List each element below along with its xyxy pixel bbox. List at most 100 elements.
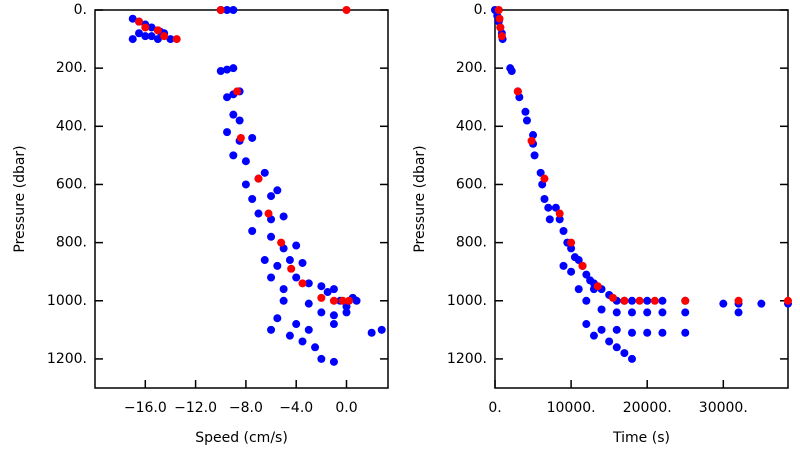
point (229, 151, 238, 160)
point (304, 299, 313, 308)
point (329, 296, 338, 305)
y-tick-label: 800. (456, 235, 487, 251)
point (567, 267, 576, 276)
point (574, 256, 583, 265)
point (304, 279, 313, 288)
point (643, 328, 652, 337)
point (329, 357, 338, 366)
point (292, 320, 301, 329)
point (298, 337, 307, 346)
point (273, 314, 282, 323)
point (317, 308, 326, 317)
point (681, 328, 690, 337)
point (329, 285, 338, 294)
point (236, 133, 245, 142)
y-tick-label: 200. (456, 60, 487, 76)
y-tick-label: 800. (56, 235, 87, 251)
point (513, 87, 522, 96)
point (285, 331, 294, 340)
y-tick-label: 1000. (47, 293, 87, 309)
point (153, 26, 162, 35)
point (216, 67, 225, 76)
x-tick-label: 30000. (699, 400, 748, 416)
point (681, 308, 690, 317)
point (597, 325, 606, 334)
point (578, 261, 587, 270)
plot-frame (494, 9, 789, 389)
point (496, 23, 505, 32)
point (643, 296, 652, 305)
point (166, 35, 175, 44)
point (658, 296, 667, 305)
point (605, 337, 614, 346)
point (285, 256, 294, 265)
point (544, 203, 553, 212)
point (784, 296, 792, 305)
point (128, 14, 137, 23)
point (589, 331, 598, 340)
point (311, 343, 320, 352)
point (658, 308, 667, 317)
point (627, 296, 636, 305)
point (527, 136, 536, 145)
point (627, 354, 636, 363)
point (292, 273, 301, 282)
point (495, 14, 504, 23)
point (260, 168, 269, 177)
point (254, 209, 263, 218)
point (377, 325, 386, 334)
point (352, 296, 361, 305)
point (540, 195, 549, 203)
point (223, 128, 232, 137)
point (277, 238, 286, 247)
point (128, 35, 137, 44)
point (229, 6, 238, 14)
x-tick-label: 10000. (547, 400, 596, 416)
point (298, 279, 307, 288)
point (658, 328, 667, 337)
point (287, 264, 296, 273)
point (497, 32, 506, 41)
x-tick-label: 0.0 (335, 400, 357, 416)
point (338, 296, 347, 305)
point (160, 32, 169, 41)
y-tick-label: 200. (56, 60, 87, 76)
point (323, 288, 332, 297)
point (551, 203, 560, 212)
x-axis-label: Speed (cm/s) (195, 430, 288, 446)
point (627, 328, 636, 337)
point (223, 65, 232, 74)
point (223, 6, 232, 14)
point (248, 133, 257, 142)
y-tick-label: 1200. (447, 351, 487, 367)
point (567, 238, 576, 247)
point (635, 296, 644, 305)
point (135, 29, 144, 38)
point (235, 116, 244, 125)
x-tick-label: −8.0 (229, 400, 263, 416)
point (620, 349, 629, 358)
point (734, 296, 743, 305)
point (273, 186, 282, 195)
point (254, 174, 263, 183)
y-tick-label: 400. (456, 118, 487, 134)
y-tick-label: 400. (56, 118, 87, 134)
point (555, 215, 564, 224)
point (597, 305, 606, 314)
point (135, 17, 144, 26)
point (559, 226, 568, 235)
point (172, 35, 181, 44)
point (494, 6, 503, 14)
x-tick-label: −16.0 (124, 400, 167, 416)
point (279, 212, 288, 221)
point (522, 116, 531, 125)
point (582, 320, 591, 329)
point (342, 6, 351, 14)
y-axis-label: Pressure (dbar) (12, 145, 28, 252)
point (734, 308, 743, 317)
y-tick-label: 600. (456, 176, 487, 192)
point (141, 23, 150, 32)
point (267, 192, 276, 201)
point (507, 67, 516, 76)
